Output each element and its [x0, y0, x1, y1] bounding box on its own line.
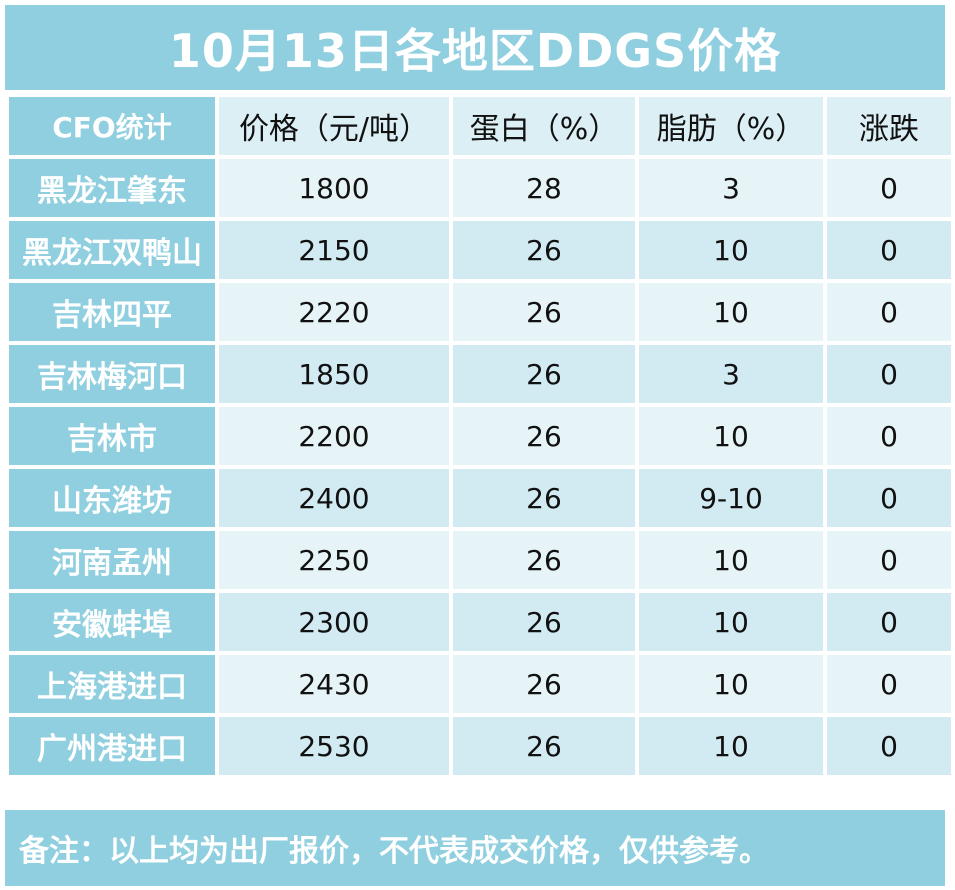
protein-cell: 26: [453, 717, 635, 775]
protein-cell: 26: [453, 345, 635, 403]
protein-cell: 26: [453, 593, 635, 651]
region-cell: 吉林四平: [9, 283, 215, 341]
protein-cell: 26: [453, 283, 635, 341]
region-cell: 吉林梅河口: [9, 345, 215, 403]
table-row: 吉林四平 2220 26 10 0: [9, 283, 951, 341]
table-row: 黑龙江肇东 1800 28 3 0: [9, 159, 951, 217]
region-cell: 上海港进口: [9, 655, 215, 713]
region-cell: 黑龙江肇东: [9, 159, 215, 217]
table-row: 上海港进口 2430 26 10 0: [9, 655, 951, 713]
region-cell: 广州港进口: [9, 717, 215, 775]
fat-cell: 3: [639, 159, 823, 217]
region-cell: 安徽蚌埠: [9, 593, 215, 651]
price-cell: 2250: [219, 531, 449, 589]
column-header-source: CFO统计: [9, 97, 215, 155]
change-cell: 0: [827, 469, 951, 527]
protein-cell: 26: [453, 221, 635, 279]
price-cell: 2400: [219, 469, 449, 527]
change-cell: 0: [827, 655, 951, 713]
price-cell: 2530: [219, 717, 449, 775]
price-cell: 2220: [219, 283, 449, 341]
price-cell: 2200: [219, 407, 449, 465]
table-row: 山东潍坊 2400 26 9-10 0: [9, 469, 951, 527]
price-cell: 2150: [219, 221, 449, 279]
price-cell: 1850: [219, 345, 449, 403]
table-row: 吉林市 2200 26 10 0: [9, 407, 951, 465]
change-cell: 0: [827, 345, 951, 403]
region-cell: 吉林市: [9, 407, 215, 465]
change-cell: 0: [827, 407, 951, 465]
table-row: 安徽蚌埠 2300 26 10 0: [9, 593, 951, 651]
table-row: 河南孟州 2250 26 10 0: [9, 531, 951, 589]
table-row: 黑龙江双鸭山 2150 26 10 0: [9, 221, 951, 279]
fat-cell: 10: [639, 655, 823, 713]
column-header-protein: 蛋白（%）: [453, 97, 635, 155]
change-cell: 0: [827, 221, 951, 279]
change-cell: 0: [827, 159, 951, 217]
fat-cell: 9-10: [639, 469, 823, 527]
protein-cell: 26: [453, 531, 635, 589]
price-cell: 2430: [219, 655, 449, 713]
table-title: 10月13日各地区DDGS价格: [5, 5, 945, 90]
fat-cell: 10: [639, 593, 823, 651]
protein-cell: 26: [453, 407, 635, 465]
fat-cell: 10: [639, 407, 823, 465]
fat-cell: 10: [639, 221, 823, 279]
price-table: CFO统计 价格（元/吨） 蛋白（%） 脂肪（%） 涨跌 黑龙江肇东 1800 …: [5, 93, 955, 779]
protein-cell: 28: [453, 159, 635, 217]
price-cell: 2300: [219, 593, 449, 651]
price-cell: 1800: [219, 159, 449, 217]
fat-cell: 10: [639, 717, 823, 775]
region-cell: 山东潍坊: [9, 469, 215, 527]
fat-cell: 10: [639, 531, 823, 589]
protein-cell: 26: [453, 469, 635, 527]
region-cell: 黑龙江双鸭山: [9, 221, 215, 279]
header-row: CFO统计 价格（元/吨） 蛋白（%） 脂肪（%） 涨跌: [9, 97, 951, 155]
change-cell: 0: [827, 283, 951, 341]
column-header-change: 涨跌: [827, 97, 951, 155]
column-header-price: 价格（元/吨）: [219, 97, 449, 155]
protein-cell: 26: [453, 655, 635, 713]
change-cell: 0: [827, 593, 951, 651]
change-cell: 0: [827, 531, 951, 589]
fat-cell: 3: [639, 345, 823, 403]
table-row: 吉林梅河口 1850 26 3 0: [9, 345, 951, 403]
region-cell: 河南孟州: [9, 531, 215, 589]
change-cell: 0: [827, 717, 951, 775]
footnote: 备注：以上均为出厂报价，不代表成交价格，仅供参考。: [5, 810, 945, 886]
table-row: 广州港进口 2530 26 10 0: [9, 717, 951, 775]
column-header-fat: 脂肪（%）: [639, 97, 823, 155]
fat-cell: 10: [639, 283, 823, 341]
